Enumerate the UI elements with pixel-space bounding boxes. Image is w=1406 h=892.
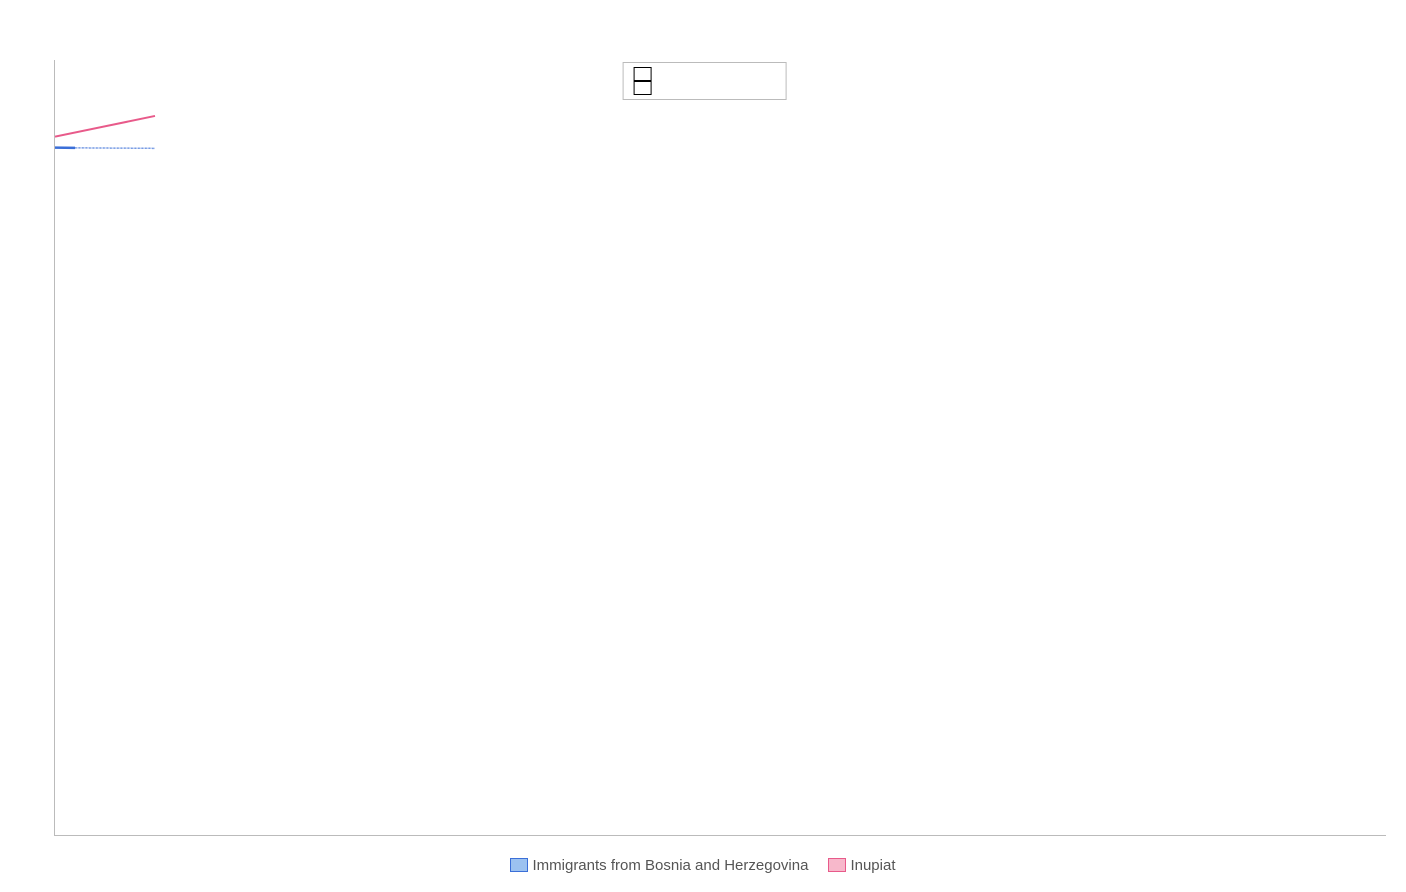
legend-label: Inupiat [850,857,895,874]
legend-label: Immigrants from Bosnia and Herzegovina [532,857,808,874]
plot-region [54,60,1386,836]
legend-item: Inupiat [828,857,895,874]
legend-item: Immigrants from Bosnia and Herzegovina [510,857,808,874]
stats-row-series-0 [633,67,775,81]
legend-swatch [828,858,846,872]
stats-legend-box [622,62,786,100]
legend-swatch [510,858,528,872]
swatch-series-0 [633,67,651,81]
trend-line [55,116,155,137]
bottom-legend: Immigrants from Bosnia and Herzegovina In… [8,857,1398,877]
stats-row-series-1 [633,81,775,95]
trend-lines [55,60,1386,835]
chart-area: Immigrants from Bosnia and Herzegovina In… [8,50,1398,884]
swatch-series-1 [633,81,651,95]
